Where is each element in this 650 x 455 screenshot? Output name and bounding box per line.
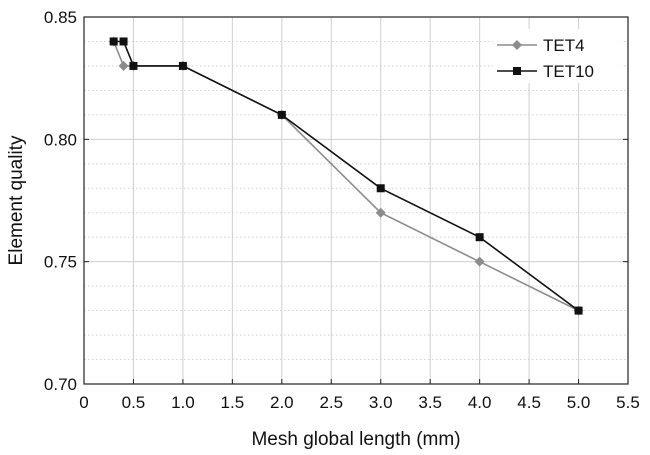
- legend-label: TET10: [543, 62, 594, 81]
- data-point: [375, 207, 386, 218]
- legend: TET4 TET10: [493, 29, 621, 83]
- legend-marker: [513, 67, 521, 75]
- data-point: [178, 61, 187, 70]
- x-tick-label: 1.0: [171, 393, 195, 412]
- series-tet10: [109, 37, 583, 315]
- data-point: [277, 110, 286, 119]
- series-line: [113, 40, 579, 312]
- grid: [84, 17, 628, 384]
- y-tick-label: 0.70: [44, 375, 77, 394]
- x-tick-label: 0.5: [122, 393, 146, 412]
- x-tick-label: 1.5: [221, 393, 245, 412]
- y-tick-label: 0.85: [44, 8, 77, 27]
- data-point: [119, 37, 128, 46]
- legend-marker: [512, 40, 522, 50]
- data-point: [109, 37, 118, 46]
- plot-area: [83, 16, 629, 385]
- x-tick-label: 2.5: [319, 393, 343, 412]
- x-tick-label: 3.0: [369, 393, 393, 412]
- data-point: [376, 184, 385, 193]
- y-tick-label: 0.75: [44, 253, 77, 272]
- data-point: [129, 61, 138, 70]
- legend-label: TET4: [543, 36, 585, 55]
- data-point: [118, 60, 129, 71]
- legend-items: TET4 TET10: [497, 36, 594, 81]
- y-tick-label: 0.80: [44, 130, 77, 149]
- data-point: [574, 306, 583, 315]
- y-tick-labels: 0.70 0.75 0.80 0.85: [44, 8, 77, 394]
- legend-item-tet10: TET10: [497, 62, 594, 81]
- data-point: [474, 256, 485, 267]
- x-tick-label: 4.5: [517, 393, 541, 412]
- data-point: [475, 233, 484, 242]
- legend-item-tet4: TET4: [497, 36, 585, 55]
- tick-marks: [83, 16, 629, 385]
- x-tick-labels: 0 0.5 1.0 1.5 2.0 2.5 3.0 3.5 4.0 4.5 5.0 5.5: [79, 393, 640, 412]
- x-tick-label: 2.0: [270, 393, 294, 412]
- x-axis-title: Mesh global length (mm): [251, 429, 460, 450]
- x-tick-label: 5.5: [616, 393, 640, 412]
- series-layer: [108, 36, 584, 316]
- x-tick-label: 0: [79, 393, 88, 412]
- y-axis-title: Element quality: [6, 135, 27, 265]
- x-tick-label: 3.5: [418, 393, 442, 412]
- x-tick-label: 5.0: [567, 393, 591, 412]
- x-tick-label: 4.0: [468, 393, 492, 412]
